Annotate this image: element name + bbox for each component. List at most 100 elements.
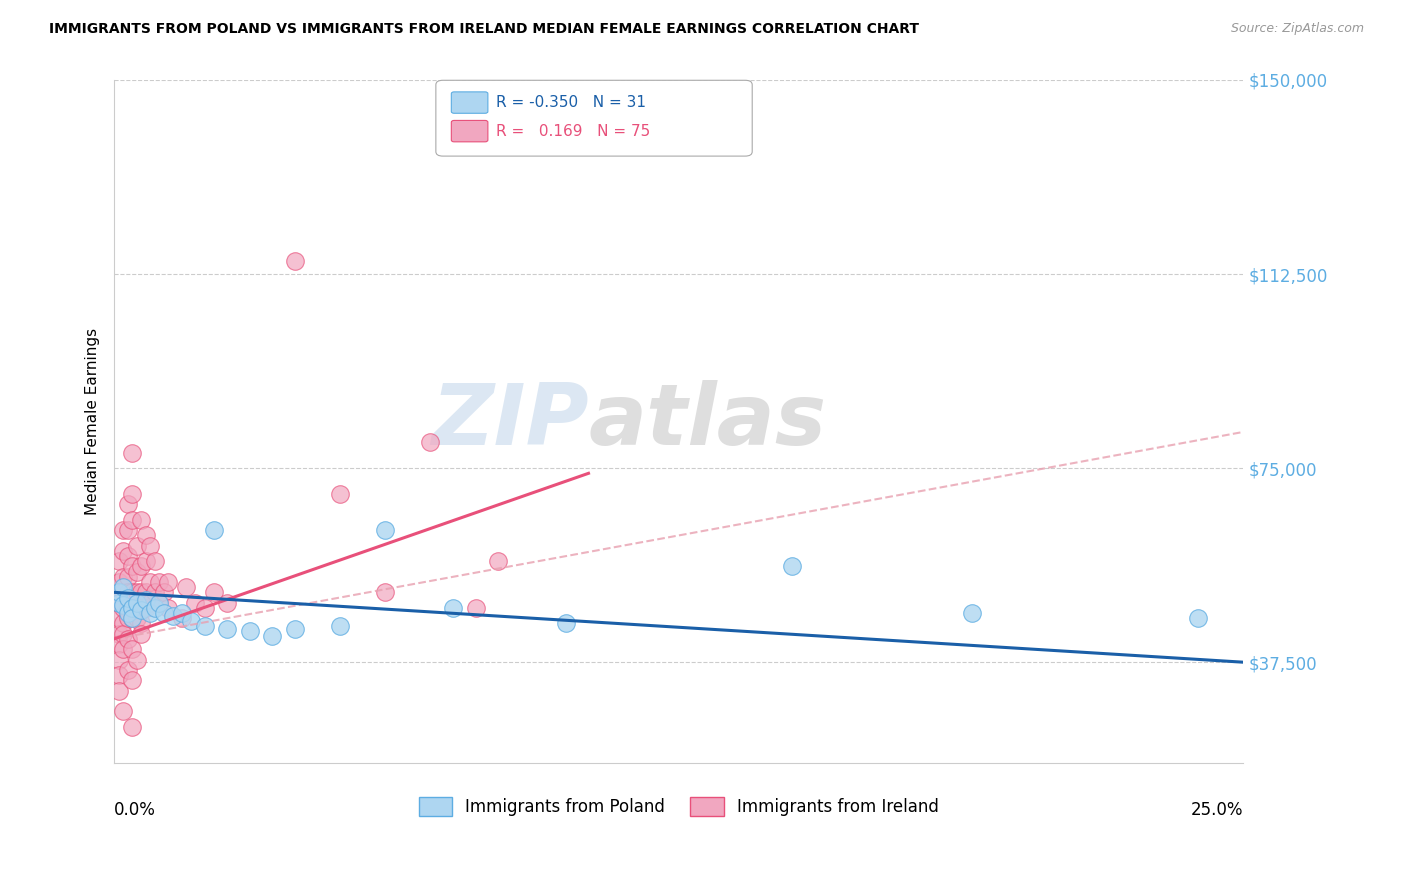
Point — [125, 596, 148, 610]
Point — [148, 574, 170, 589]
Point — [284, 254, 307, 268]
Point — [148, 596, 170, 610]
Point — [121, 445, 143, 459]
Point — [107, 585, 129, 599]
Point — [143, 600, 166, 615]
Point — [117, 523, 139, 537]
Point — [329, 487, 352, 501]
Point — [121, 720, 143, 734]
Text: R = -0.350   N = 31: R = -0.350 N = 31 — [496, 95, 647, 110]
Point — [125, 539, 148, 553]
Point — [121, 673, 143, 688]
Point — [125, 585, 148, 599]
Point — [107, 596, 129, 610]
Point — [129, 603, 152, 617]
Point — [135, 554, 157, 568]
Legend: Immigrants from Poland, Immigrants from Ireland: Immigrants from Poland, Immigrants from … — [412, 790, 946, 823]
Text: 25.0%: 25.0% — [1191, 801, 1243, 819]
Point — [143, 585, 166, 599]
Point — [112, 616, 135, 631]
Point — [162, 608, 184, 623]
Point — [1187, 611, 1209, 625]
Point — [112, 523, 135, 537]
Point — [148, 596, 170, 610]
Point — [112, 570, 135, 584]
Point — [125, 611, 148, 625]
Text: IMMIGRANTS FROM POLAND VS IMMIGRANTS FROM IRELAND MEDIAN FEMALE EARNINGS CORRELA: IMMIGRANTS FROM POLAND VS IMMIGRANTS FRO… — [49, 22, 920, 37]
Point — [121, 600, 143, 615]
Point — [117, 591, 139, 605]
Point — [107, 637, 129, 651]
Text: atlas: atlas — [589, 380, 827, 463]
Point — [202, 523, 225, 537]
Point — [193, 619, 215, 633]
Point — [117, 585, 139, 599]
Text: 0.0%: 0.0% — [114, 801, 156, 819]
Point — [121, 611, 143, 625]
Point — [107, 574, 129, 589]
Point — [157, 600, 180, 615]
Point — [107, 611, 129, 625]
Y-axis label: Median Female Earnings: Median Female Earnings — [86, 328, 100, 515]
Point — [112, 580, 135, 594]
Point — [121, 559, 143, 574]
Point — [176, 580, 198, 594]
Point — [135, 585, 157, 599]
Point — [125, 652, 148, 666]
Point — [112, 626, 135, 640]
Point — [121, 585, 143, 599]
Point — [117, 549, 139, 563]
Point — [139, 606, 162, 620]
Point — [184, 596, 207, 610]
Point — [117, 570, 139, 584]
Point — [153, 585, 176, 599]
Point — [962, 606, 984, 620]
Point — [117, 611, 139, 625]
Point — [135, 593, 157, 607]
Point — [153, 606, 176, 620]
Point — [129, 626, 152, 640]
Point — [107, 683, 129, 698]
Point — [129, 559, 152, 574]
Point — [117, 606, 139, 620]
Point — [284, 622, 307, 636]
Point — [112, 600, 135, 615]
Point — [129, 513, 152, 527]
Point — [121, 487, 143, 501]
Point — [464, 600, 486, 615]
Point — [112, 599, 135, 613]
Point — [107, 668, 129, 682]
Point — [554, 616, 576, 631]
Point — [217, 622, 239, 636]
Point — [202, 585, 225, 599]
Point — [125, 600, 148, 615]
Point — [180, 614, 202, 628]
Point — [129, 616, 152, 631]
Point — [107, 652, 129, 666]
Point — [374, 585, 396, 599]
Point — [217, 596, 239, 610]
Point — [135, 600, 157, 615]
Point — [112, 705, 135, 719]
Point — [239, 624, 262, 639]
Point — [117, 632, 139, 646]
Point — [780, 559, 803, 574]
Point — [107, 554, 129, 568]
Point — [486, 554, 509, 568]
Point — [117, 497, 139, 511]
Point — [170, 606, 193, 620]
Text: R =   0.169   N = 75: R = 0.169 N = 75 — [496, 124, 651, 138]
Text: Source: ZipAtlas.com: Source: ZipAtlas.com — [1230, 22, 1364, 36]
Point — [129, 585, 152, 599]
Point — [157, 574, 180, 589]
Point — [107, 596, 129, 610]
Point — [117, 600, 139, 615]
Point — [112, 544, 135, 558]
Point — [262, 629, 284, 643]
Point — [419, 435, 441, 450]
Point — [143, 554, 166, 568]
Point — [107, 626, 129, 640]
Point — [193, 600, 215, 615]
Point — [441, 600, 464, 615]
Point — [374, 523, 396, 537]
